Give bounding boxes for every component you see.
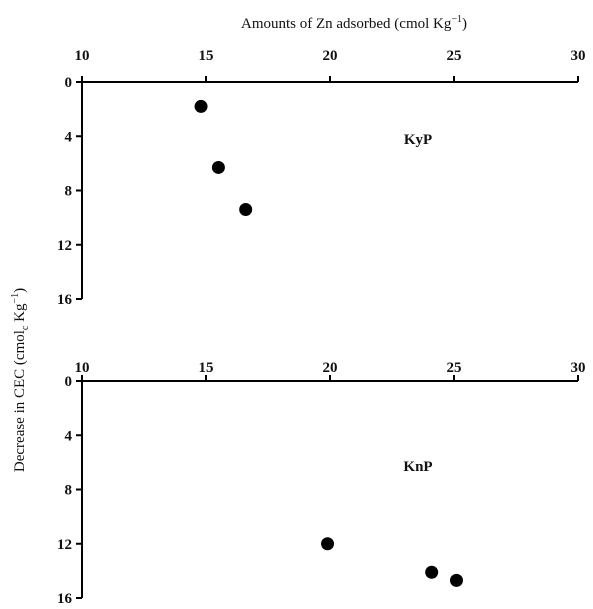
x-tick-label: 15 [199,360,214,376]
y-axis-title-end: ) [12,288,28,293]
x-tick-label: 25 [447,360,462,376]
x-axis-title-main: Amounts of Zn adsorbed (cmol Kg [241,16,452,32]
data-point [449,573,463,587]
data-point [211,160,225,174]
panel-label: KnP [403,459,432,475]
x-tick-label: 30 [571,360,586,376]
y-tick-label: 16 [57,292,73,308]
data-point [239,202,253,216]
x-tick-label: 25 [447,48,462,64]
y-tick-label: 12 [57,537,72,553]
y-axis-title-sup: −1 [10,293,21,304]
panel-kyp: 10 15 20 25 30 0 4 8 12 16 KyP [57,48,586,308]
x-tick-label: 10 [75,48,90,64]
x-tick-label: 30 [571,48,586,64]
x-axis-title-end: ) [462,16,467,32]
panel-knp: 10 15 20 25 30 0 4 8 12 16 KnP [57,360,586,607]
x-axis-title: Amounts of Zn adsorbed (cmol Kg−1) [241,14,467,32]
y-tick-label: 8 [65,184,73,200]
y-axis-title-sub: c [20,325,31,330]
x-tick-label: 15 [199,48,214,64]
y-tick-label: 4 [65,129,73,145]
y-axis-title-main: Decrease in CEC (cmol [12,330,28,472]
y-tick-label: 8 [65,483,73,499]
y-tick-label: 16 [57,591,73,607]
y-axis-title: Decrease in CEC (cmolc Kg−1) [10,288,31,472]
data-point [321,537,335,551]
panel-label: KyP [404,132,432,148]
y-tick-label: 0 [65,75,73,91]
x-axis-title-sup: −1 [451,14,462,25]
x-tick-label: 20 [323,48,338,64]
data-point [194,99,208,113]
y-tick-label: 4 [65,428,73,444]
data-point [425,565,439,579]
y-tick-label: 0 [65,374,73,390]
y-tick-label: 12 [57,238,72,254]
x-tick-label: 20 [323,360,338,376]
x-tick-label: 10 [75,360,90,376]
y-axis-title-mid: Kg [12,303,28,326]
